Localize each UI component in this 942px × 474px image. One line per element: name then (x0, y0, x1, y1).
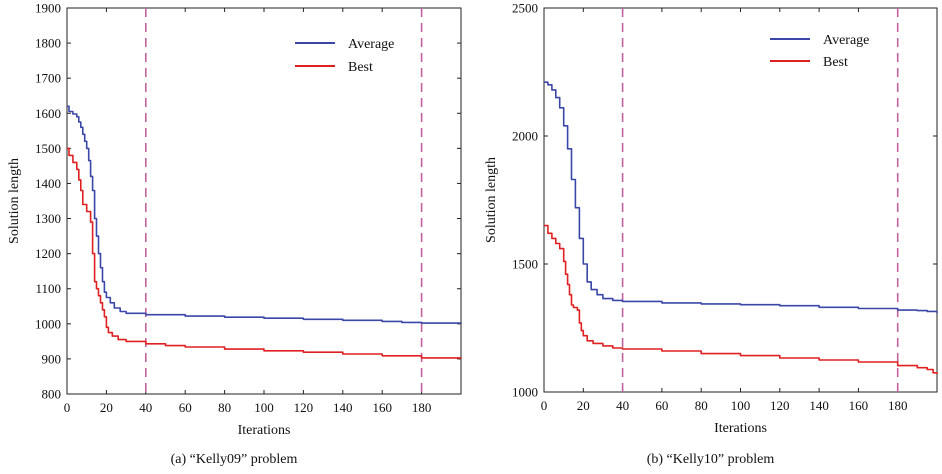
x-tick-label: 100 (254, 400, 274, 415)
chart-kelly10: 0 20 40 60 80 100 120 140 160 180 1000 1500 2000 2500… (484, 1, 938, 467)
legend-label-best: Best (348, 60, 373, 75)
y-tick-label: 2000 (512, 129, 538, 144)
x-axis-title: Iterations (714, 421, 767, 436)
chart-caption: (a) “Kelly09” problem (171, 452, 298, 467)
plot-frame (66, 7, 462, 395)
x-tick-label: 80 (695, 398, 708, 413)
x-tick-label: 120 (294, 400, 314, 415)
series-line-best (544, 224, 938, 375)
x-tick-label: 20 (577, 398, 590, 413)
x-tick-label: 40 (616, 398, 629, 413)
x-tick-label: 60 (655, 398, 668, 413)
y-tick-label: 1700 (35, 71, 61, 86)
x-tick-label: 0 (64, 400, 71, 415)
series-line-average (67, 105, 462, 324)
x-tick-label: 140 (809, 398, 829, 413)
y-tick-label: 1300 (35, 211, 61, 226)
y-axis-title: Solution length (484, 157, 499, 243)
x-axis-title: Iterations (238, 423, 291, 438)
y-tick-label: 1000 (35, 316, 61, 331)
y-tick-label: 2500 (512, 1, 538, 16)
legend-label-average: Average (348, 37, 394, 52)
x-tick-label: 180 (888, 398, 908, 413)
series-line-best (67, 147, 462, 359)
x-tick-label: 80 (218, 400, 231, 415)
y-tick-label: 800 (42, 387, 62, 402)
y-tick-label: 1900 (35, 1, 61, 16)
x-tick-label: 140 (333, 400, 353, 415)
y-tick-label: 1000 (512, 385, 538, 400)
series-line-average (544, 81, 938, 314)
y-tick-label: 900 (42, 351, 62, 366)
x-tick-label: 100 (731, 398, 751, 413)
y-tick-label: 1400 (35, 176, 61, 191)
x-tick-label: 60 (179, 400, 192, 415)
x-tick-label: 0 (541, 398, 548, 413)
x-tick-label: 20 (100, 400, 113, 415)
chart-kelly09: 0 20 40 60 80 100 120 140 160 180 800 900 1000 1100 12… (7, 1, 462, 467)
x-tick-label: 120 (770, 398, 790, 413)
legend-label-best: Best (823, 55, 848, 70)
y-tick-label: 1200 (35, 246, 61, 261)
x-tick-label: 180 (412, 400, 432, 415)
y-tick-label: 1800 (35, 36, 61, 51)
y-axis-title: Solution length (7, 158, 22, 244)
y-tick-label: 1600 (35, 106, 61, 121)
legend-label-average: Average (823, 33, 869, 48)
x-tick-label: 40 (139, 400, 152, 415)
chart-caption: (b) “Kelly10” problem (647, 452, 775, 467)
y-tick-label: 1100 (35, 281, 61, 296)
x-tick-label: 160 (372, 400, 392, 415)
x-tick-label: 160 (849, 398, 869, 413)
y-tick-label: 1500 (35, 141, 61, 156)
plot-frame (543, 7, 938, 393)
y-tick-label: 1500 (512, 257, 538, 272)
